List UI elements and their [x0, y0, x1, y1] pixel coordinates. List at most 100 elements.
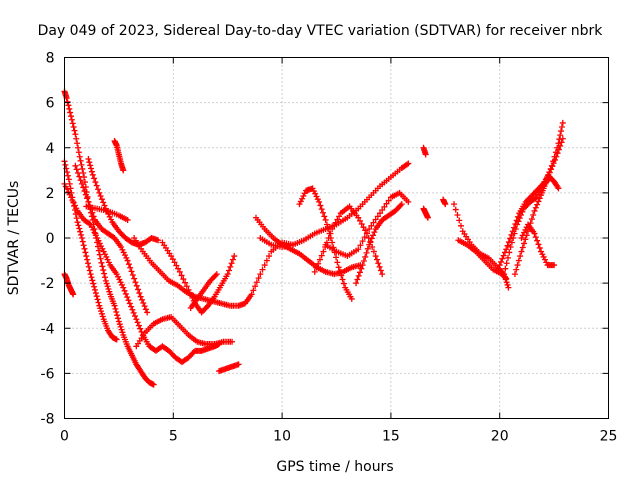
data-point [502, 274, 509, 281]
y-tick-labels: -8 -6 -4 -2 0 2 4 6 8 [41, 51, 55, 428]
data-point [66, 105, 73, 112]
data-point [454, 211, 461, 218]
data-point [62, 161, 69, 168]
data-point [144, 309, 151, 316]
data-point [93, 293, 100, 300]
data-point [74, 170, 81, 177]
data-point [504, 281, 511, 288]
data-point [502, 265, 509, 272]
data-point [96, 189, 103, 196]
data-point [115, 318, 122, 325]
data-point [91, 175, 98, 182]
data-point [381, 203, 388, 210]
data-point [213, 271, 220, 278]
data-point [366, 225, 373, 232]
data-point [508, 231, 515, 238]
data-point [333, 254, 340, 261]
data-point [100, 248, 107, 255]
series-track-5 [72, 162, 151, 316]
data-point [81, 245, 88, 252]
data-point [551, 262, 558, 269]
data-point [315, 260, 322, 267]
data-point [535, 241, 542, 248]
data-point [85, 156, 92, 163]
data-point [171, 259, 178, 266]
data-point [522, 226, 529, 233]
data-point [532, 234, 539, 241]
y-tick-label: -4 [41, 321, 55, 337]
data-point [112, 305, 119, 312]
data-point [95, 299, 102, 306]
data-point [229, 338, 236, 345]
data-point [119, 329, 126, 336]
data-point [80, 170, 87, 177]
series-track-24 [455, 237, 510, 282]
data-point [126, 300, 133, 307]
data-point [456, 217, 463, 224]
data-point [313, 264, 320, 271]
x-tick-label: 10 [273, 429, 291, 445]
data-point [372, 216, 379, 223]
data-point [117, 279, 124, 286]
data-point [99, 263, 106, 270]
data-point [504, 254, 511, 261]
data-point [519, 244, 526, 251]
data-point [534, 237, 541, 244]
data-point [226, 267, 233, 274]
series-track-27 [511, 174, 562, 278]
data-point [137, 293, 144, 300]
data-point [98, 308, 105, 315]
data-point [503, 260, 510, 267]
data-point [530, 211, 537, 218]
data-point [377, 210, 384, 217]
data-point [330, 222, 337, 229]
series-track-18 [322, 189, 412, 260]
data-point [518, 211, 525, 218]
data-point [297, 198, 304, 205]
data-point [499, 255, 506, 262]
data-point [549, 163, 556, 170]
data-point [366, 241, 373, 248]
data-point [73, 205, 80, 212]
data-point [90, 280, 97, 287]
data-point [508, 239, 515, 246]
data-point [248, 291, 255, 298]
data-point [94, 235, 101, 241]
data-point [252, 283, 259, 290]
data-point [119, 246, 126, 253]
data-point [313, 193, 320, 200]
data-point [266, 253, 273, 260]
data-point [72, 131, 79, 138]
y-tick-label: 4 [46, 141, 55, 157]
data-point [424, 214, 431, 221]
data-point [62, 183, 69, 190]
data-point [141, 303, 148, 310]
data-point [78, 180, 85, 187]
data-point [150, 381, 157, 388]
data-point [312, 190, 319, 197]
data-point [85, 263, 92, 270]
data-point [124, 216, 131, 223]
data-point [541, 256, 548, 263]
series-track-19 [353, 201, 405, 287]
data-point [70, 291, 77, 298]
data-point [311, 268, 318, 275]
data-point [510, 235, 517, 241]
grid-lines [64, 57, 609, 419]
data-point [363, 230, 370, 237]
data-point [115, 315, 122, 322]
data-point [514, 221, 521, 228]
data-point [368, 235, 375, 242]
data-point [367, 238, 374, 245]
y-tick-label: -2 [41, 276, 55, 292]
data-point [336, 213, 343, 220]
x-tick-label: 0 [60, 429, 69, 445]
data-point [115, 273, 122, 280]
data-point [83, 253, 90, 260]
series-track-2 [61, 158, 120, 343]
data-point [329, 225, 336, 232]
data-point [301, 190, 308, 197]
data-point [368, 222, 375, 229]
data-point [138, 296, 145, 303]
data-point [257, 271, 264, 278]
